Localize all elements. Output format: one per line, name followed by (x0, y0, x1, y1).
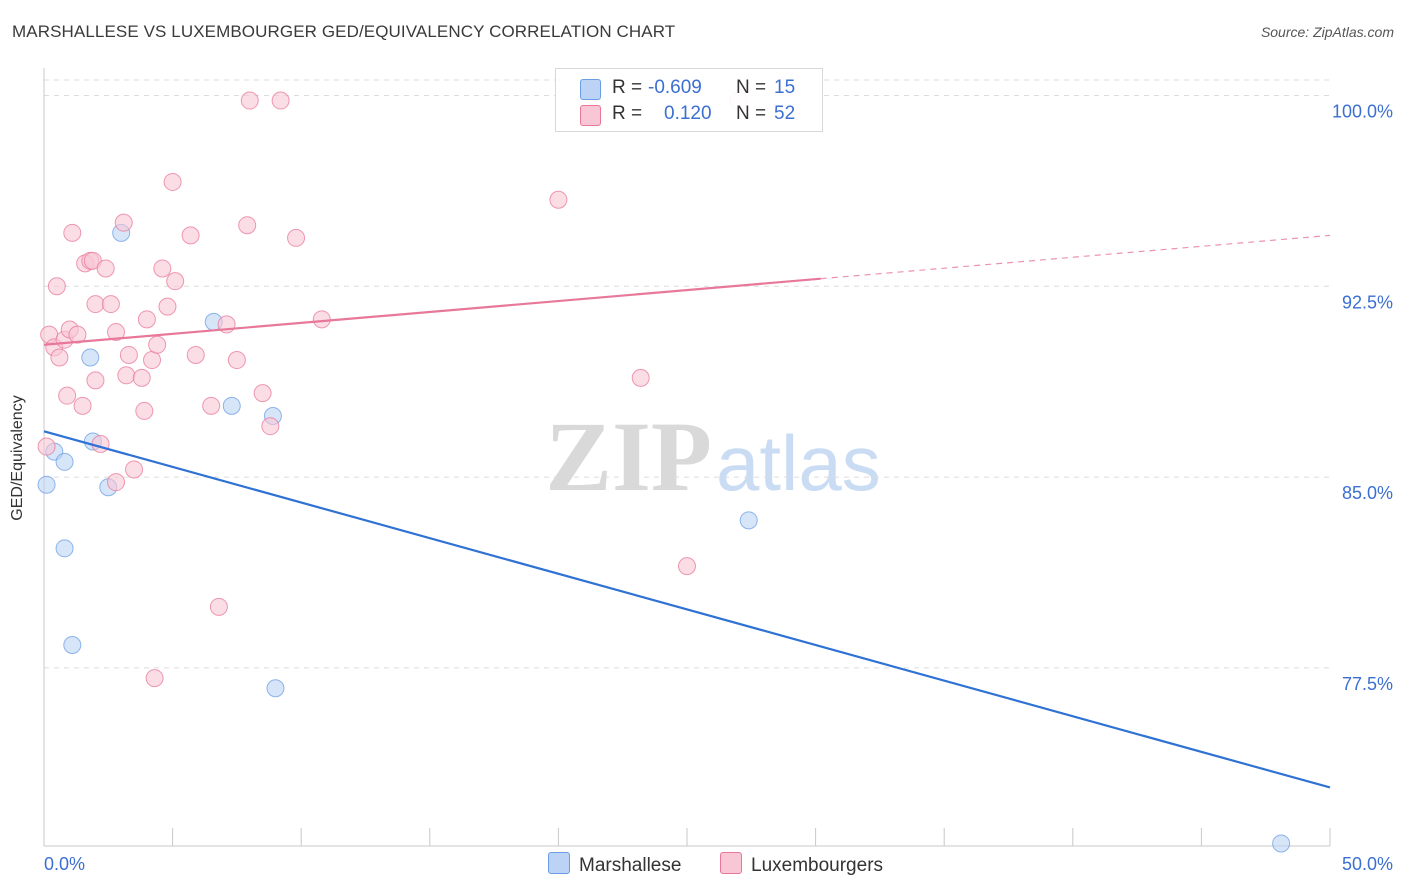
point-luxembourgers (132, 368, 151, 387)
point-luxembourgers (238, 216, 257, 235)
point-luxembourgers (58, 386, 77, 405)
point-luxembourgers (68, 325, 87, 344)
bottom-legend-swatch-luxembourgers (720, 852, 742, 874)
point-luxembourgers (181, 226, 200, 245)
point-luxembourgers (240, 91, 259, 110)
point-luxembourgers (287, 228, 306, 247)
point-luxembourgers (209, 597, 228, 616)
point-luxembourgers (312, 310, 331, 329)
point-luxembourgers (148, 335, 167, 354)
point-luxembourgers (63, 223, 82, 242)
point-marshallese (1272, 834, 1291, 853)
point-marshallese (55, 539, 74, 558)
point-marshallese (37, 475, 56, 494)
watermark-zip: ZIP (545, 401, 712, 512)
bottom-legend-label-marshallese: Marshallese (579, 855, 682, 876)
x-tick-label-min: 0.0% (44, 854, 85, 874)
point-luxembourgers (96, 259, 115, 278)
point-luxembourgers (86, 295, 105, 314)
bottom-legend-swatch-marshallese (548, 852, 570, 874)
point-marshallese (739, 511, 758, 530)
point-luxembourgers (145, 669, 164, 688)
y-axis-label: GED/Equivalency (9, 395, 26, 521)
point-luxembourgers (101, 295, 120, 314)
trendline-marshallese (43, 430, 1331, 789)
y-tick-label: 77.5% (1342, 674, 1393, 694)
point-luxembourgers (166, 272, 185, 291)
point-luxembourgers (143, 351, 162, 370)
x-tick-label-max: 50.0% (1342, 854, 1393, 874)
point-marshallese (55, 452, 74, 471)
point-luxembourgers (107, 323, 126, 342)
point-luxembourgers (73, 396, 92, 415)
point-luxembourgers (114, 213, 133, 232)
bottom-legend-marshallese: Marshallese (548, 852, 681, 877)
point-luxembourgers (37, 437, 56, 456)
point-luxembourgers (117, 366, 136, 385)
point-luxembourgers (261, 417, 280, 436)
trendline-extension-luxembourgers (820, 234, 1331, 280)
bottom-legend-luxembourgers: Luxembourgers (720, 852, 883, 877)
point-luxembourgers (135, 401, 154, 420)
legend-n-label: N = (736, 103, 767, 124)
trendline-luxembourgers (43, 277, 821, 346)
point-luxembourgers (47, 277, 66, 296)
chart-title: MARSHALLESE VS LUXEMBOURGER GED/EQUIVALE… (12, 22, 676, 41)
stats-legend: R = -0.609 N = 15 R = 0.120 N = 52 (555, 68, 823, 132)
point-luxembourgers (678, 557, 696, 576)
point-luxembourgers (186, 345, 205, 364)
chart-source: Source: ZipAtlas.com (1260, 24, 1394, 40)
bottom-legend-label-luxembourgers: Luxembourgers (751, 855, 884, 876)
point-luxembourgers (549, 190, 568, 209)
point-luxembourgers (153, 259, 172, 278)
point-luxembourgers (107, 473, 126, 492)
legend-r-value-luxembourgers: 0.120 (664, 103, 712, 124)
point-marshallese (63, 636, 82, 655)
watermark-atlas: atlas (716, 419, 881, 507)
point-luxembourgers (91, 435, 110, 454)
point-luxembourgers (125, 460, 144, 479)
legend-r-label: R = (612, 103, 643, 124)
point-luxembourgers (227, 351, 246, 370)
point-marshallese (222, 396, 241, 415)
legend-swatch-marshallese (580, 79, 601, 100)
legend-n-label: N = (736, 77, 767, 98)
legend-r-label: R = (612, 77, 643, 98)
y-tick-label: 85.0% (1342, 483, 1393, 503)
point-luxembourgers (163, 172, 182, 191)
point-luxembourgers (631, 368, 650, 387)
point-luxembourgers (253, 384, 272, 403)
point-marshallese (81, 348, 100, 367)
point-luxembourgers (271, 91, 290, 110)
point-luxembourgers (137, 310, 156, 329)
legend-swatch-luxembourgers (580, 105, 601, 126)
y-tick-label: 92.5% (1342, 292, 1393, 312)
point-luxembourgers (86, 371, 105, 390)
legend-n-value-luxembourgers: 52 (774, 103, 796, 124)
legend-r-value-marshallese: -0.609 (648, 77, 702, 98)
legend-n-value-marshallese: 15 (774, 77, 796, 98)
point-marshallese (266, 679, 285, 698)
point-luxembourgers (158, 297, 177, 316)
point-luxembourgers (202, 396, 221, 415)
y-tick-label: 100.0% (1332, 101, 1393, 121)
point-luxembourgers (50, 348, 69, 367)
point-luxembourgers (119, 345, 138, 364)
